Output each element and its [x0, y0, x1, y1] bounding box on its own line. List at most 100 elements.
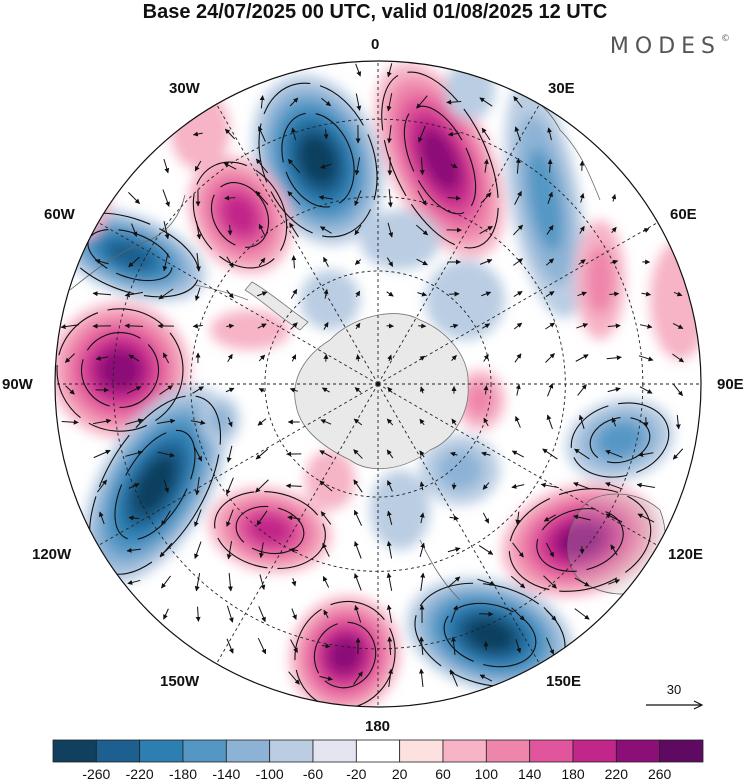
wind-arrow: [163, 159, 170, 174]
colorbar-swatch: [52, 739, 97, 763]
wind-arrow: [578, 414, 585, 429]
anomaly-contour: [465, 382, 495, 418]
reference-vector-value: 30: [666, 682, 682, 697]
colorbar-tick-label: -180: [168, 766, 198, 782]
lon-label-180: 180: [365, 718, 391, 735]
colorbar-tick-label: 140: [517, 766, 542, 782]
colorbar-tick-label: 100: [474, 766, 499, 782]
wind-arrow: [257, 637, 267, 655]
wind-arrow: [323, 129, 329, 140]
wind-arrow: [545, 542, 555, 558]
wind-arrow: [481, 451, 491, 457]
streamline: [536, 508, 624, 572]
colorbar-swatch: [95, 739, 141, 763]
wind-arrow: [481, 127, 491, 141]
streamline: [313, 621, 377, 689]
streamline: [381, 71, 499, 249]
wind-arrow: [64, 353, 76, 363]
wind-arrow: [321, 97, 332, 107]
wind-arrow: [605, 482, 623, 490]
wind-arrow: [387, 354, 392, 362]
wind-arrow: [387, 480, 393, 492]
wind-arrow: [322, 576, 330, 588]
wind-arrow: [514, 190, 522, 205]
wind-arrow: [513, 291, 523, 297]
wind-arrow: [287, 158, 301, 174]
wind-arrow: [386, 510, 393, 526]
wind-arrow: [319, 450, 333, 458]
chart-title: Base 24/07/2025 00 UTC, valid 01/08/2025…: [142, 1, 608, 23]
wind-arrow: [578, 259, 586, 265]
brand-text: MODES: [609, 34, 721, 59]
wind-arrow: [192, 131, 203, 137]
colorbar-tick-label: -20: [346, 766, 367, 782]
wind-arrow: [224, 128, 236, 140]
wind-arrow: [320, 419, 332, 425]
streamline: [235, 505, 305, 555]
wind-arrow: [673, 383, 683, 397]
wind-arrow: [419, 668, 424, 688]
wind-arrow: [449, 669, 458, 687]
wind-arrow: [447, 195, 461, 201]
wind-arrow: [94, 258, 109, 265]
wind-arrow: [128, 192, 140, 204]
wind-arrow: [226, 541, 233, 560]
wind-arrow: [543, 607, 557, 621]
wind-arrow: [128, 483, 140, 489]
wind-arrow: [60, 324, 79, 330]
wind-arrow: [419, 542, 426, 558]
wind-arrow: [128, 256, 140, 268]
colorbar-swatch: [615, 739, 661, 763]
wind-arrow: [542, 448, 558, 460]
reference-vector: 30: [644, 682, 704, 716]
wind-arrow: [163, 479, 170, 493]
wind-arrow: [672, 353, 684, 363]
wind-arrow: [515, 383, 521, 396]
wind-arrow: [418, 323, 427, 329]
wind-arrow: [323, 321, 329, 330]
wind-arrow: [157, 451, 175, 458]
wind-arrow: [605, 450, 623, 458]
wind-arrow: [321, 643, 331, 649]
lon-label-0: 0: [371, 36, 380, 53]
streamline: [56, 308, 184, 432]
wind-arrow: [92, 291, 112, 297]
wind-arrow: [605, 513, 623, 523]
wind-arrow: [131, 223, 138, 237]
lon-label-90w: 90W: [2, 376, 33, 393]
streamline: [570, 402, 670, 478]
wind-arrow: [607, 387, 621, 393]
lon-label-150w: 150W: [160, 673, 200, 690]
lon-label-150e: 150E: [546, 673, 582, 690]
wind-arrow: [227, 224, 233, 236]
map-disc: [55, 61, 701, 707]
wind-arrow: [195, 221, 202, 240]
wind-arrow: [258, 354, 266, 362]
map-border: [54, 60, 702, 708]
wind-arrow: [451, 418, 457, 426]
wind-arrow: [255, 448, 269, 460]
anomaly-contour: [527, 148, 563, 252]
wind-arrow: [194, 477, 200, 496]
anomaly-contour: [425, 260, 505, 340]
colorbar-swatch: [312, 739, 357, 763]
wind-arrow: [543, 514, 556, 522]
wind-arrow: [291, 354, 297, 362]
wind-arrow: [511, 607, 525, 621]
colorbar-tick-label: 260: [647, 766, 672, 782]
wind-arrow: [543, 575, 557, 589]
wind-arrow: [479, 674, 493, 682]
wind-arrow: [638, 452, 654, 457]
wind-arrow: [419, 636, 425, 656]
wind-arrow: [573, 482, 591, 490]
wind-arrow: [579, 193, 585, 203]
wind-arrow: [574, 448, 590, 460]
wind-arrow: [226, 289, 234, 299]
anomaly-contour: [55, 160, 110, 240]
colorbar-tick-label: 180: [561, 766, 585, 782]
wind-arrow: [547, 127, 553, 141]
wind-arrow: [446, 99, 462, 105]
anomaly-contour: [596, 422, 644, 458]
anomaly-contour: [370, 470, 430, 550]
anomaly-contour: [465, 618, 515, 652]
